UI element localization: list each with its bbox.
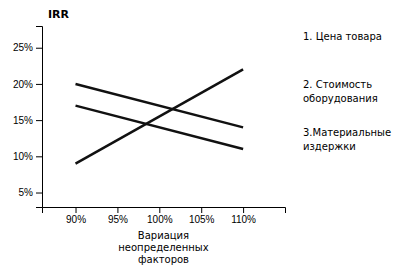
plot: 90% 95% 100% 105% 110% 5% 10% 15% 20% 25% [13,27,286,226]
x-tick-mark [117,207,118,213]
x-tick-label: 105% [189,214,215,225]
y-axis: 5% 10% 15% 20% 25% [13,27,43,208]
x-tick-label: 95% [108,214,128,225]
y-tick-label: 10% [13,151,33,162]
annotation: 1. Цена товара [303,31,382,42]
x-tick-mark [76,207,77,213]
y-tick-label: 25% [13,42,33,53]
line [76,69,244,163]
x-tick-mark [243,207,244,213]
y-tick-mark [36,84,42,85]
y-axis-label: IRR [48,8,70,21]
line [76,84,244,127]
line [76,106,244,149]
chart: 90% 95% 100% 105% 110% 5% 10% 15% 20% 25% IRR Вариа… [0,0,413,269]
x-tick-label: 100% [147,214,173,225]
y-tick-label: 20% [13,79,33,90]
x-tick-label: 90% [66,214,86,225]
y-tick: 5% [19,187,42,198]
y-tick-mark [36,120,42,121]
x-axis-line [43,208,286,214]
y-tick-label: 15% [13,115,33,126]
y-tick-mark [36,48,42,49]
x-tick-mark [201,207,202,213]
x-tick: 90% [66,207,86,225]
x-tick-label: 110% [231,214,256,225]
y-tick: 10% [13,151,42,162]
x-axis: 90% 95% 100% 105% 110% [43,207,286,225]
x-tick: 105% [189,207,215,225]
y-tick: 25% [13,42,42,53]
x-tick: 100% [147,207,173,225]
x-tick: 110% [231,207,256,225]
x-tick-mark [159,207,160,213]
x-tick: 95% [108,207,128,225]
annotation: 3.Материальныеиздержки [303,127,391,152]
y-tick: 15% [13,115,42,126]
y-tick-mark [36,193,42,194]
x-axis-label: Вариациянеопределенныхфакторов [118,230,208,265]
lines [76,69,244,163]
y-axis-line [36,27,43,208]
y-tick: 20% [13,79,42,90]
y-tick-mark [36,156,42,157]
y-tick-label: 5% [19,187,34,198]
annotation: 2. Стоимостьоборудования [303,79,378,104]
